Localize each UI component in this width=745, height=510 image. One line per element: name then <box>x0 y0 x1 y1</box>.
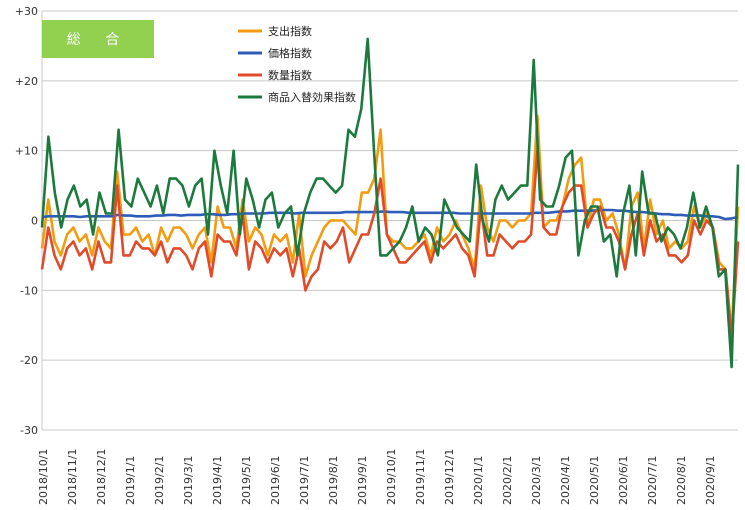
x-tick-label: 2019/8/1 <box>327 456 340 505</box>
y-tick-label: 0 <box>31 215 38 228</box>
series-line-4 <box>40 37 740 369</box>
x-tick-label: 2019/10/1 <box>385 449 398 505</box>
x-tick-label: 2019/12/1 <box>443 449 456 505</box>
x-tick-label: 2020/7/1 <box>646 456 659 505</box>
x-tick-label: 2020/2/1 <box>501 456 514 505</box>
x-tick-label: 2020/6/1 <box>617 456 630 505</box>
gridlines <box>41 10 738 431</box>
x-tick-label: 2019/9/1 <box>356 456 369 505</box>
x-tick-label: 2019/1/1 <box>124 456 137 505</box>
y-tick-label: -20 <box>20 354 38 367</box>
legend-label: 支出指数 <box>268 24 312 38</box>
legend-label: 数量指数 <box>268 68 312 82</box>
chart-title: 総 合 <box>67 32 129 48</box>
x-tick-label: 2020/5/1 <box>588 456 601 505</box>
x-tick-label: 2020/8/1 <box>675 456 688 505</box>
y-tick-label: +30 <box>15 5 38 18</box>
title-badge-background <box>42 20 154 58</box>
legend-label: 価格指数 <box>268 46 312 60</box>
x-tick-label: 2018/10/1 <box>37 449 50 505</box>
x-tick-label: 2019/11/1 <box>414 449 427 505</box>
x-tick-label: 2019/6/1 <box>269 456 282 505</box>
x-tick-label: 2019/4/1 <box>211 456 224 505</box>
title-badge: 総 合 <box>42 20 154 58</box>
y-tick-label: +10 <box>15 145 38 158</box>
series-line-2 <box>41 208 739 221</box>
series-lines <box>40 37 740 369</box>
y-tick-label: -10 <box>20 284 38 297</box>
legend-label: 商品入替効果指数 <box>268 90 356 104</box>
x-tick-label: 2020/1/1 <box>472 456 485 505</box>
x-tick-label: 2019/7/1 <box>298 456 311 505</box>
x-tick-label: 2019/2/1 <box>153 456 166 505</box>
y-tick-label: -30 <box>20 424 38 437</box>
x-tick-label: 2018/11/1 <box>66 449 79 505</box>
x-axis-tick-labels: 2018/10/1 2018/11/1 2018/12/1 2019/1/1 2019/… <box>37 449 717 505</box>
x-tick-label: 2020/4/1 <box>559 456 572 505</box>
series-line-3 <box>40 149 740 341</box>
y-axis-tick-labels: +30 +20 +10 0 -10 -20 -30 <box>15 5 38 437</box>
x-tick-label: 2020/9/1 <box>704 456 717 505</box>
y-tick-label: +20 <box>15 75 38 88</box>
x-tick-label: 2019/5/1 <box>240 456 253 505</box>
x-tick-label: 2018/12/1 <box>95 449 108 505</box>
x-tick-label: 2020/3/1 <box>530 456 543 505</box>
x-tick-label: 2019/3/1 <box>182 456 195 505</box>
